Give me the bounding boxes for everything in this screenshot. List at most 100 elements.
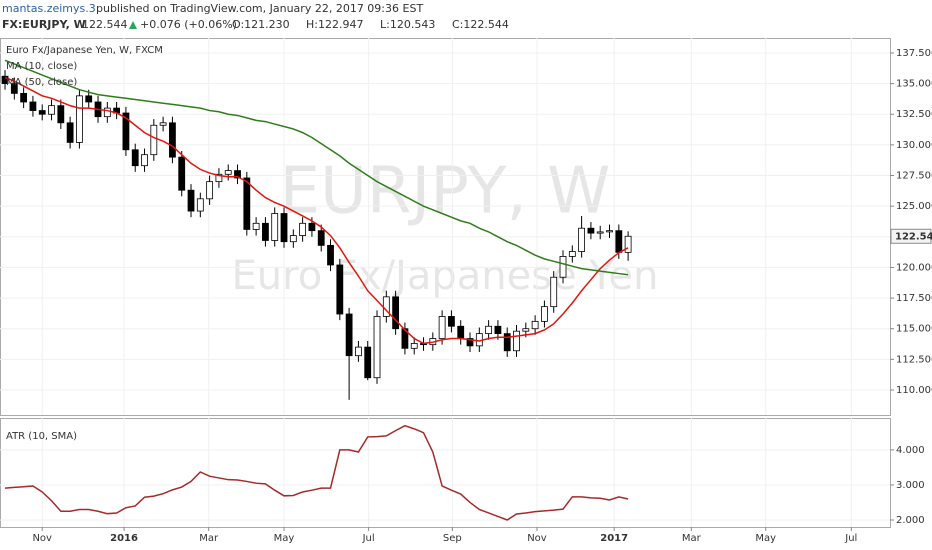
candle-body — [122, 112, 130, 151]
candle-body — [578, 227, 586, 252]
candle-body — [57, 105, 65, 124]
watermark: EURJPY, W — [280, 155, 611, 229]
open: O:121.230 — [232, 18, 290, 31]
candle-body — [624, 235, 632, 253]
y-tick-label: 135.000 — [896, 79, 932, 90]
candle-body — [392, 296, 400, 330]
candle-body — [513, 330, 520, 352]
candle-body — [20, 92, 28, 103]
x-tick-label: Jul — [844, 533, 857, 544]
y-tick-label: 4.000 — [896, 445, 925, 456]
up-arrow — [129, 21, 137, 29]
candle-body — [503, 333, 511, 352]
candle-body — [541, 306, 548, 322]
x-tick-label: May — [274, 533, 295, 544]
candle-body — [29, 101, 37, 111]
low: L:120.543 — [380, 18, 435, 31]
candle-body — [550, 276, 558, 308]
published: published on TradingView.com, January 22… — [96, 2, 423, 15]
candle-body — [485, 325, 493, 335]
candle-body — [234, 170, 241, 179]
candle-body — [559, 256, 567, 278]
legend-ma50: MA (50, close) — [6, 77, 77, 88]
y-tick-label: 127.500 — [896, 171, 932, 182]
candle-body — [299, 222, 307, 236]
candle-body — [522, 328, 530, 332]
x-tick-label: 2016 — [110, 533, 138, 544]
candle-body — [271, 213, 279, 241]
y-tick-label: 2.000 — [896, 515, 925, 526]
candle-body — [76, 95, 83, 143]
x-tick-label: Mar — [682, 533, 702, 544]
candle-body — [243, 177, 251, 230]
candle-body — [38, 110, 46, 115]
series-line — [4, 424, 629, 521]
y-tick-label: 130.000 — [896, 140, 932, 151]
candle-body — [224, 170, 232, 175]
candle-body — [494, 325, 502, 335]
candle-body — [401, 328, 409, 349]
pane-title: Euro Fx/Japanese Yen, W, FXCM — [6, 45, 163, 56]
candle-body — [531, 320, 539, 330]
candle-body — [178, 156, 186, 191]
candle-body — [373, 316, 381, 379]
y-tick-label: 120.000 — [896, 262, 932, 273]
candle-body — [215, 173, 223, 183]
atr-pane — [0, 418, 891, 528]
series-line — [4, 59, 629, 276]
candle-body — [308, 222, 316, 232]
symbol: FX:EURJPY, W — [2, 18, 86, 31]
x-tick-label: Jul — [362, 533, 375, 544]
candle-body — [457, 325, 465, 339]
series-line — [4, 76, 629, 345]
candle-body — [85, 95, 93, 103]
x-tick-label: May — [755, 533, 776, 544]
candle-body — [252, 222, 260, 230]
y-tick-label: 117.500 — [896, 293, 932, 304]
candle-body — [606, 230, 613, 233]
candle-body — [169, 122, 176, 158]
candle-body — [615, 230, 623, 253]
main-pane — [0, 38, 891, 416]
candle-body — [587, 227, 595, 234]
y-tick-label: 112.500 — [896, 354, 932, 365]
y-tick-label: 3.000 — [896, 480, 925, 491]
last-price-box — [890, 228, 932, 244]
price: 122.544 — [82, 18, 128, 31]
y-tick-label: 137.500 — [896, 48, 932, 59]
candle-body — [336, 264, 344, 315]
legend-ma10: MA (10, close) — [6, 61, 77, 72]
candle-body — [317, 230, 325, 246]
change: +0.076 (+0.06%) — [140, 18, 237, 31]
x-tick-label: Nov — [32, 533, 52, 544]
candle-body — [568, 251, 576, 257]
candle-body — [289, 235, 297, 243]
candle-body — [280, 213, 288, 243]
candle-body — [410, 343, 418, 349]
y-tick-label: 125.000 — [896, 201, 932, 212]
x-tick-label: 2017 — [600, 533, 628, 544]
candle-body — [262, 222, 269, 241]
candle-body — [196, 198, 204, 212]
candle-body — [327, 244, 334, 266]
y-tick-label: 110.000 — [896, 385, 932, 396]
candle-body — [10, 83, 18, 94]
candle-body — [345, 313, 353, 357]
y-tick-label: 115.000 — [896, 324, 932, 335]
x-tick-label: Mar — [199, 533, 219, 544]
candle-body — [438, 316, 446, 339]
close: C:122.544 — [452, 18, 509, 31]
atr-title: ATR (10, SMA) — [6, 431, 77, 442]
author[interactable]: mantas.zeimys.3 — [2, 2, 96, 15]
watermark-subtitle: Euro Fx/Japanese Yen — [232, 253, 659, 299]
candle-body — [66, 122, 74, 143]
y-tick-label: 132.500 — [896, 109, 932, 120]
candle-body — [187, 189, 195, 212]
candle-body — [355, 346, 362, 357]
high: H:122.947 — [306, 18, 363, 31]
candle-body — [596, 231, 604, 234]
candle-body — [206, 181, 214, 200]
candle-body — [159, 122, 167, 126]
candle-body — [131, 149, 139, 167]
